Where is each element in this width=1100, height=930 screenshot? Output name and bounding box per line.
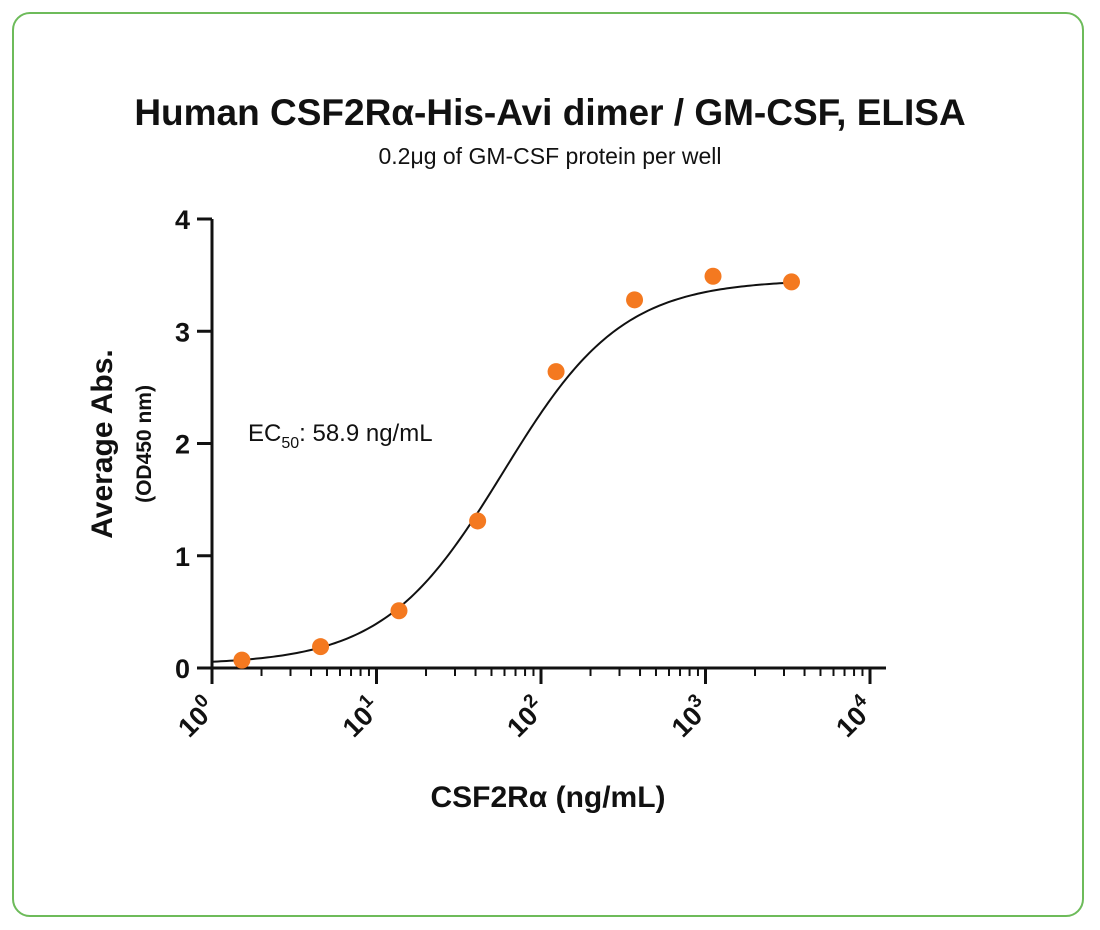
data-point	[547, 363, 565, 381]
data-point	[233, 651, 251, 669]
ec50-annotation: EC50: 58.9 ng/mL	[248, 420, 433, 452]
chart-title: Human CSF2Rα-His-Avi dimer / GM-CSF, ELI…	[134, 92, 966, 133]
y-tick-label-1: 1	[175, 542, 190, 572]
data-point	[390, 602, 408, 620]
x-axis-label: CSF2Rα (ng/mL)	[430, 781, 665, 814]
data-point	[704, 267, 722, 285]
fit-curve	[211, 281, 798, 663]
y-tick-label-0: 0	[175, 654, 190, 684]
chart-frame	[12, 12, 1084, 917]
x-tick-label-2: 102	[498, 690, 551, 743]
data-point	[783, 273, 801, 291]
y-axis-sublabel: (OD450 nm)	[133, 385, 156, 503]
x-tick-label-0: 100	[169, 690, 222, 743]
data-point	[469, 512, 487, 530]
chart-subtitle: 0.2μg of GM-CSF protein per well	[378, 143, 722, 169]
data-point	[312, 638, 330, 656]
x-tick-label-3: 103	[663, 690, 716, 743]
data-point	[626, 291, 644, 309]
x-tick-label-1: 101	[334, 690, 387, 743]
y-tick-label-2: 2	[175, 430, 190, 460]
y-tick-label-3: 3	[175, 317, 190, 347]
x-tick-label-4: 104	[827, 690, 880, 743]
y-axis-label: Average Abs.	[86, 349, 119, 539]
y-tick-label-4: 4	[175, 205, 190, 235]
